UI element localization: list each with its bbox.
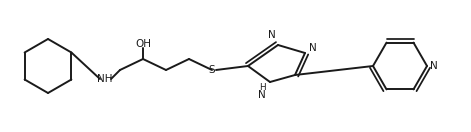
- Text: H: H: [259, 82, 265, 91]
- Text: N: N: [268, 30, 276, 40]
- Text: N: N: [430, 61, 438, 71]
- Text: NH: NH: [97, 74, 113, 84]
- Text: N: N: [258, 90, 266, 100]
- Text: N: N: [309, 43, 317, 53]
- Text: OH: OH: [135, 39, 151, 49]
- Text: S: S: [209, 65, 215, 75]
